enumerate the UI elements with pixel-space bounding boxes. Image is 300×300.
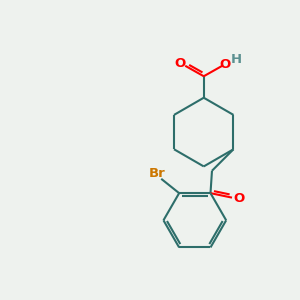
Text: H: H <box>231 53 242 66</box>
Text: O: O <box>233 192 244 205</box>
Text: O: O <box>220 58 231 71</box>
Text: Br: Br <box>148 167 165 180</box>
Text: O: O <box>175 57 186 70</box>
